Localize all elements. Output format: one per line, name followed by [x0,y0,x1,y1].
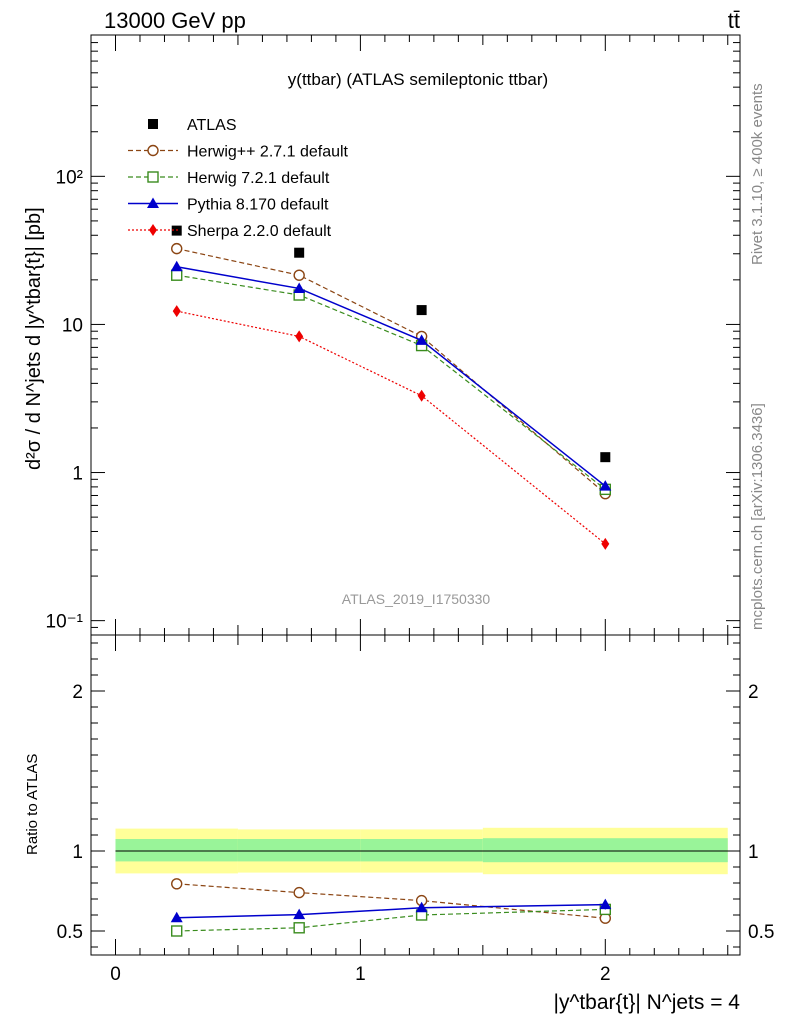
data-point [601,537,610,550]
data-point [293,282,306,293]
data-point [600,452,611,463]
stat-uncertainty-band [360,839,483,862]
data-point [171,225,182,236]
ratio-series-pythia-8-170-default [170,898,612,923]
y-tick-label: 10 [62,315,83,336]
chart-title: y(ttbar) (ATLAS semileptonic ttbar) [288,70,548,89]
legend: ATLAS Herwig++ 2.7.1 default Herwig 7.2.1 … [128,117,349,240]
legend-marker [147,171,159,183]
y-tick-label: 1 [72,464,83,485]
legend-label: Pythia 8.170 default [187,197,329,214]
ratio-y-tick-label: 2 [72,682,83,703]
data-point [415,334,428,345]
analysis-label: ATLAS_2019_I1750330 [342,591,491,607]
data-point [170,260,183,272]
ratio-series-herwig-2-7-1-default [171,878,612,924]
ratio-data-point [293,886,305,899]
ratio-series-line [176,883,606,919]
legend-label: ATLAS [187,117,237,134]
series-herwig-7-2-1-default [171,269,612,496]
series-pythia-8-170-default [170,260,612,491]
legend-label: Herwig 7.2.1 default [187,170,330,187]
ratio-data-point [171,878,183,890]
data-point [294,247,305,258]
data-point [295,330,304,343]
ratio-data-point [170,911,183,923]
ratio-data-point [171,925,183,937]
ratio-series-line [176,903,606,919]
legend-marker [149,224,157,236]
main-plot-panel: 10⁻¹ 1 10 10² d²σ / d N^jets d |y^tbar{t}| [… [23,34,741,636]
series-line [176,274,606,490]
ratio-data-point [293,922,305,934]
x-tick-label: 1 [355,964,366,985]
y-tick-label: 10⁻¹ [46,612,84,633]
data-point [416,305,427,316]
rivet-version-label: Rivet 3.1.10, ≥ 400k events [749,83,766,265]
data-point [171,242,183,255]
stat-uncertainty-band [115,839,238,862]
data-point [172,305,181,318]
ratio-data-point [293,908,306,920]
y-tick-label: 10² [56,167,83,188]
ratio-y-tick-label-right: 0.5 [748,922,774,943]
series-line [176,248,606,495]
series-sherpa-2-2-0-default [172,305,610,550]
ratio-y-tick-label: 0.5 [57,922,83,943]
x-tick-label: 2 [600,964,611,985]
x-tick-label: 0 [110,964,121,985]
ratio-y-tick-label-right: 2 [748,682,759,703]
series-herwig-2-7-1-default [171,242,612,500]
header-energy-label: 13000 GeV pp [104,8,246,33]
legend-marker [148,119,158,129]
data-point [293,269,305,281]
ratio-y-axis-label: Ratio to ATLAS [24,754,41,855]
legend-label: Sherpa 2.2.0 default [187,223,332,240]
data-point [171,269,183,281]
series-line [176,266,606,487]
series-atlas [171,225,611,463]
x-axis-label: |y^tbar{t}| N^jets = 4 [554,991,741,1014]
mcplots-label: mcplots.cern.ch [arXiv:1306.3436] [749,403,766,630]
stat-uncertainty-band [237,839,361,862]
legend-marker [147,144,159,157]
legend-label: Herwig++ 2.7.1 default [187,144,349,161]
series-line [176,310,606,545]
ratio-series-line [176,908,606,932]
ratio-plot-panel: 0.5 0.5 1 1 2 2 0 1 2 Ratio to ATLAS |y^tbar{t}| N… [24,634,774,1014]
ratio-y-tick-label: 1 [72,842,83,863]
data-point [599,480,612,491]
ratio-data-point [415,901,428,913]
data-point [417,389,426,402]
y-axis-label: d²σ / d N^jets d |y^tbar{t}| [pb] [23,207,45,470]
legend-marker [147,197,159,208]
header-process-label: tt̄ [728,8,740,33]
ratio-y-tick-label-right: 1 [748,842,759,863]
ratio-frame [90,634,741,956]
stat-uncertainty-band [482,838,728,863]
ratio-data-point [599,898,612,910]
